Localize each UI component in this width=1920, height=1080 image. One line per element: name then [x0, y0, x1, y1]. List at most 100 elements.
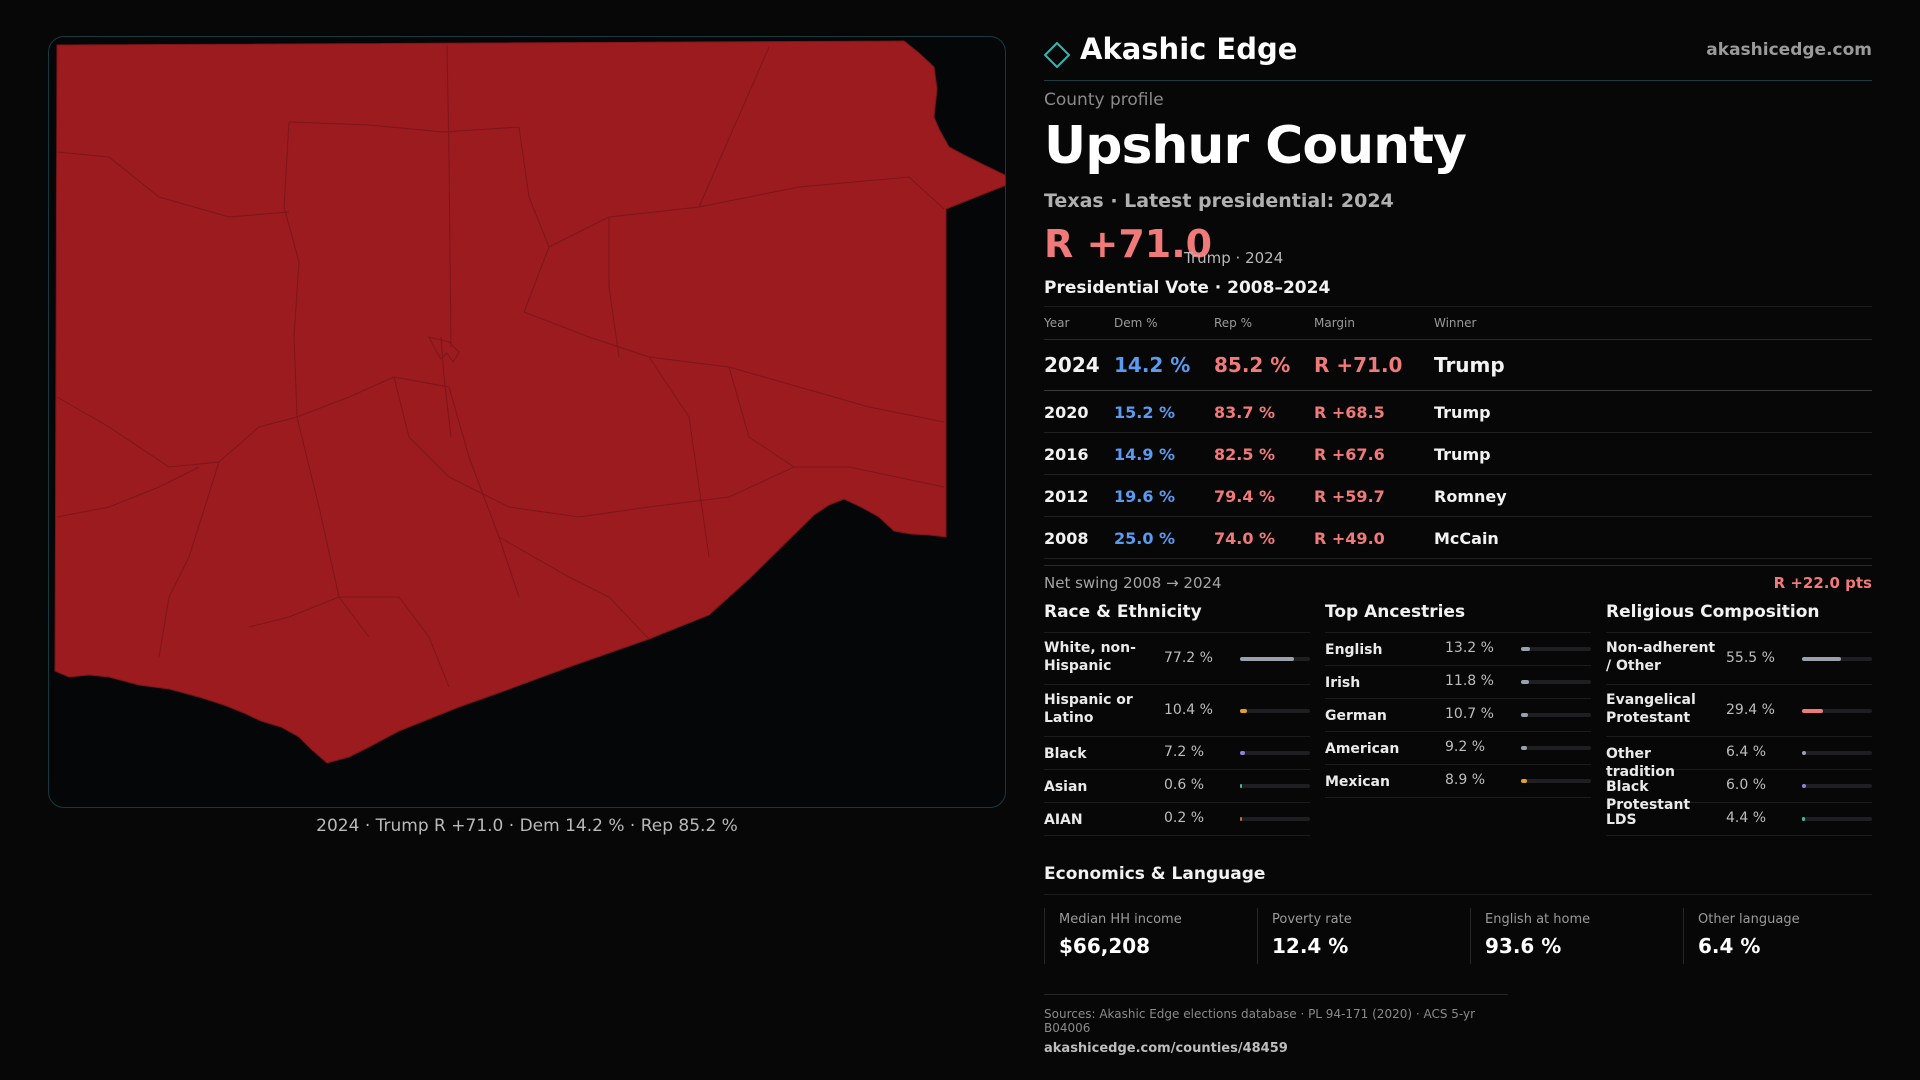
sources-footer: Sources: Akashic Edge elections database…: [1044, 994, 1508, 1056]
cell-dem-pct: 15.2 %: [1114, 403, 1176, 422]
item-bar-fill: [1240, 784, 1242, 788]
list-item: German 10.7 %: [1325, 699, 1591, 732]
list-item: Black 7.2 %: [1044, 737, 1310, 770]
cell-winner: Romney: [1434, 487, 1507, 506]
card-label: Other language: [1698, 912, 1800, 927]
county-url-link[interactable]: akashicedge.com/counties/48459: [1044, 1041, 1288, 1056]
county-map: [54, 40, 1006, 764]
cell-dem-pct: 14.2 %: [1114, 353, 1191, 377]
item-bar-fill: [1240, 656, 1295, 661]
card-label: Poverty rate: [1272, 912, 1352, 927]
item-bar-fill: [1521, 713, 1529, 717]
list-item: Other tradition 6.4 %: [1606, 737, 1872, 780]
item-bar-track: [1521, 713, 1591, 717]
list-item: American 9.2 %: [1325, 732, 1591, 765]
item-bar-track: [1521, 680, 1591, 684]
item-bar-track: [1240, 817, 1310, 821]
item-percent: 8.9 %: [1445, 772, 1486, 788]
item-bar-track: [1802, 708, 1872, 713]
card-value: 12.4 %: [1272, 934, 1349, 958]
list-item: Non-adherent / Other 55.5 %: [1606, 633, 1872, 685]
table-row: 2008 25.0 % 74.0 % R +49.0 McCain: [1044, 517, 1872, 559]
card-value: $66,208: [1059, 934, 1151, 958]
headline-margin-sub: Trump · 2024: [1184, 249, 1284, 267]
list-item: Black Protestant 6.0 %: [1606, 770, 1872, 813]
table-row: 2016 14.9 % 82.5 % R +67.6 Trump: [1044, 433, 1872, 475]
item-bar-track: [1802, 817, 1872, 821]
item-bar-fill: [1240, 708, 1248, 713]
list-item: English 13.2 %: [1325, 633, 1591, 666]
list-item: White, non-Hispanic 77.2 %: [1044, 633, 1310, 685]
list-item: Evangelical Protestant 29.4 %: [1606, 685, 1872, 737]
item-bar-track: [1240, 656, 1310, 661]
item-percent: 9.2 %: [1445, 739, 1486, 755]
ancestry-section: Top Ancestries English 13.2 % Irish 11.8 % G…: [1325, 602, 1591, 798]
item-label: Asian: [1044, 779, 1088, 795]
vote-table-header: Year Dem % Rep % Margin Winner: [1044, 307, 1872, 340]
item-bar-track: [1802, 751, 1872, 755]
item-percent: 29.4 %: [1726, 701, 1775, 718]
item-bar-fill: [1802, 708, 1823, 713]
item-bar-track: [1240, 784, 1310, 788]
economics-card: Median HH income $66,208: [1044, 908, 1235, 964]
cell-year: 2012: [1044, 487, 1089, 506]
economics-card: English at home 93.6 %: [1470, 908, 1661, 964]
list-item: LDS 4.4 %: [1606, 803, 1872, 836]
county-shape[interactable]: [54, 40, 1006, 764]
card-label: English at home: [1485, 912, 1591, 927]
item-label: Evangelical Protestant: [1606, 692, 1696, 726]
cell-winner: Trump: [1434, 445, 1491, 464]
item-bar-fill: [1521, 680, 1530, 684]
profile-label: County profile: [1044, 90, 1164, 110]
cell-rep-pct: 83.7 %: [1214, 403, 1276, 422]
cell-margin: R +59.7: [1314, 487, 1385, 506]
cell-margin: R +68.5: [1314, 403, 1385, 422]
item-bar-fill: [1240, 751, 1246, 755]
item-percent: 55.5 %: [1726, 649, 1775, 666]
cell-margin: R +67.6: [1314, 445, 1385, 464]
item-percent: 4.4 %: [1726, 810, 1767, 826]
cell-winner: Trump: [1434, 403, 1491, 422]
card-value: 93.6 %: [1485, 934, 1562, 958]
item-bar-fill: [1802, 656, 1841, 661]
item-percent: 13.2 %: [1445, 640, 1494, 656]
race-ethnicity-section: Race & Ethnicity White, non-Hispanic 77.2…: [1044, 602, 1310, 836]
net-swing-row: Net swing 2008 → 2024 R +22.0 pts: [1044, 565, 1872, 596]
county-subtitle: Texas · Latest presidential: 2024: [1044, 190, 1394, 212]
card-value: 6.4 %: [1698, 934, 1761, 958]
cell-winner: McCain: [1434, 529, 1499, 548]
item-bar-track: [1521, 779, 1591, 783]
item-label: English: [1325, 642, 1383, 658]
list-item: AIAN 0.2 %: [1044, 803, 1310, 836]
header-winner: Winner: [1434, 316, 1477, 330]
table-row: 2024 14.2 % 85.2 % R +71.0 Trump: [1044, 340, 1872, 391]
item-percent: 10.4 %: [1164, 701, 1213, 718]
cell-rep-pct: 74.0 %: [1214, 529, 1276, 548]
item-percent: 77.2 %: [1164, 649, 1213, 666]
county-map-panel: [48, 36, 1006, 808]
vote-section-title: Presidential Vote · 2008–2024: [1044, 278, 1331, 298]
economics-cards: Median HH income $66,208 Poverty rate 12.4 …: [1044, 908, 1872, 968]
item-percent: 11.8 %: [1445, 673, 1494, 689]
list-item: Mexican 8.9 %: [1325, 765, 1591, 798]
item-label: Other tradition: [1606, 746, 1675, 780]
precinct-boundaries: [56, 44, 945, 688]
item-percent: 0.2 %: [1164, 810, 1205, 826]
page-title: Upshur County: [1044, 116, 1467, 176]
headline-margin: R +71.0: [1044, 222, 1213, 266]
economics-card: Other language 6.4 %: [1683, 908, 1874, 964]
cell-margin: R +49.0: [1314, 529, 1385, 548]
item-label: White, non-Hispanic: [1044, 640, 1136, 674]
brand-url-link[interactable]: akashicedge.com: [1706, 40, 1872, 60]
item-percent: 10.7 %: [1445, 706, 1494, 722]
table-row: 2020 15.2 % 83.7 % R +68.5 Trump: [1044, 391, 1872, 433]
header-dem: Dem %: [1114, 316, 1158, 330]
item-label: Irish: [1325, 675, 1361, 691]
cell-year: 2020: [1044, 403, 1089, 422]
cell-year: 2024: [1044, 353, 1100, 377]
item-label: American: [1325, 741, 1400, 757]
religion-section: Religious Composition Non-adherent / Oth…: [1606, 602, 1872, 836]
header-rep: Rep %: [1214, 316, 1253, 330]
item-label: AIAN: [1044, 812, 1083, 828]
sources-text: Sources: Akashic Edge elections database…: [1044, 1007, 1476, 1035]
